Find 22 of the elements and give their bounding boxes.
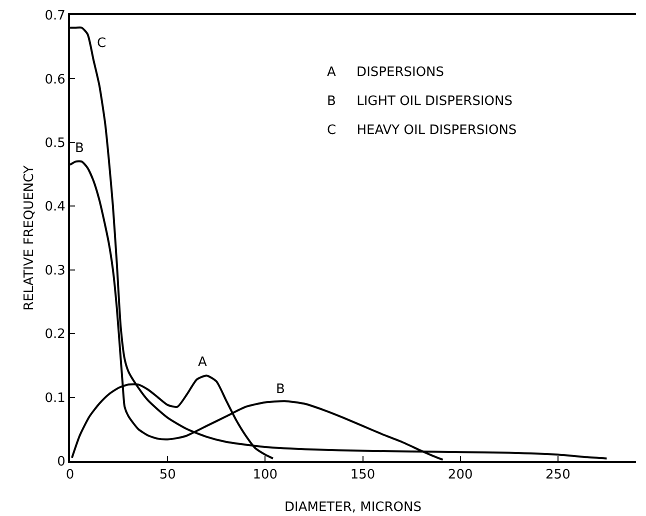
y-tick-label: 0.1 xyxy=(44,390,66,406)
x-tick-label: 50 xyxy=(159,468,176,483)
annotation: B LIGHT OIL DISPERSIONS xyxy=(327,94,512,109)
annotation: B xyxy=(276,382,285,397)
y-tick-label: 0.7 xyxy=(44,8,66,24)
x-tick-label: 100 xyxy=(252,468,278,483)
y-tick-label: 0 xyxy=(57,454,66,470)
y-tick-label: 0.3 xyxy=(44,263,66,278)
annotation: C xyxy=(97,36,106,51)
annotation: A xyxy=(198,355,207,370)
y-axis-title: RELATIVE FREQUENCY xyxy=(22,166,37,310)
x-tick-label: 150 xyxy=(350,468,376,483)
x-axis-title: DIAMETER, MICRONS xyxy=(284,500,422,515)
x-tick-label: 200 xyxy=(448,468,473,483)
annotation: B xyxy=(75,141,84,156)
y-tick-label: 0.4 xyxy=(44,200,66,215)
annotation: C HEAVY OIL DISPERSIONS xyxy=(327,123,517,138)
x-tick-label: 250 xyxy=(546,468,570,483)
annotation: A DISPERSIONS xyxy=(327,65,444,80)
y-tick-label: 0.5 xyxy=(44,136,66,151)
y-tick-label: 0.2 xyxy=(44,327,66,342)
y-tick-label: 0.6 xyxy=(44,72,66,88)
